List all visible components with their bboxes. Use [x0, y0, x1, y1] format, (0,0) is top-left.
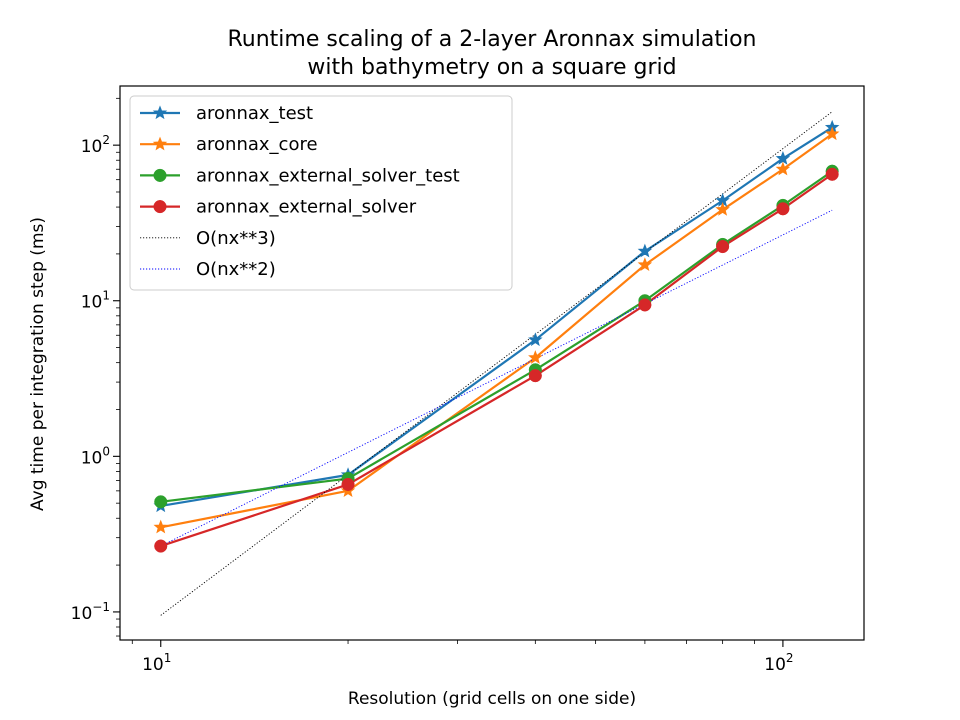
y-tick-label: 10−1	[71, 600, 110, 624]
legend-entry-1: aronnax_core	[140, 134, 318, 155]
data-point-s1-p2	[528, 350, 543, 364]
y-tick-label: 101	[81, 289, 110, 313]
chart-title-line-1: Runtime scaling of a 2-layer Aronnax sim…	[228, 27, 757, 52]
data-point-s3-p0	[154, 539, 168, 553]
data-point-s0-p3	[637, 243, 653, 258]
legend-marker	[153, 200, 167, 214]
data-point-s0-p5	[775, 150, 791, 165]
x-axis-ticks: 101 102	[131, 640, 794, 675]
legend: aronnax_test aronnax_core aronnax_external…	[129, 95, 513, 291]
legend-label: aronnax_external_solver	[196, 197, 417, 218]
legend-label: O(nx**3)	[196, 228, 276, 249]
data-point-s1-p4	[715, 202, 730, 216]
data-point-s1-p0	[153, 519, 168, 534]
legend-entry-3: aronnax_external_solver	[140, 197, 417, 218]
legend-label: O(nx**2)	[196, 259, 276, 280]
data-point-s3-p2	[528, 369, 542, 383]
data-point-s1-p6	[824, 126, 840, 141]
x-tick-label: 102	[764, 651, 793, 675]
plot-markers	[153, 119, 840, 553]
legend-label: aronnax_test	[196, 103, 313, 124]
data-point-s1-p3	[637, 257, 653, 272]
legend-marker	[152, 136, 168, 151]
data-point-s3-p1	[341, 477, 355, 491]
legend-marker	[152, 105, 168, 120]
data-point-s3-p5	[776, 202, 790, 216]
chart-title-line-2: with bathymetry on a square grid	[307, 55, 676, 80]
data-point-s2-p0	[154, 495, 168, 509]
data-point-s3-p3	[638, 298, 652, 312]
legend-entry-4: O(nx**3)	[140, 228, 276, 249]
y-axis-ticks: 10−1 100 101 102	[71, 97, 120, 637]
x-axis-label: Resolution (grid cells on one side)	[348, 689, 636, 709]
y-axis-label: Avg time per integration step (ms)	[28, 217, 48, 511]
data-point-s3-p4	[716, 240, 730, 254]
legend-label: aronnax_external_solver_test	[196, 165, 460, 186]
y-tick-label: 100	[81, 444, 110, 468]
data-point-s3-p6	[825, 167, 839, 181]
legend-entry-5: O(nx**2)	[140, 259, 276, 280]
legend-marker	[153, 168, 167, 182]
legend-label: aronnax_core	[196, 134, 318, 155]
x-tick-label: 101	[142, 651, 171, 675]
data-point-s0-p2	[528, 332, 543, 347]
legend-entry-0: aronnax_test	[140, 103, 313, 124]
legend-entry-2: aronnax_external_solver_test	[140, 165, 460, 186]
legend-box	[129, 95, 513, 291]
data-point-s1-p5	[775, 161, 791, 176]
y-tick-label: 102	[81, 133, 110, 157]
